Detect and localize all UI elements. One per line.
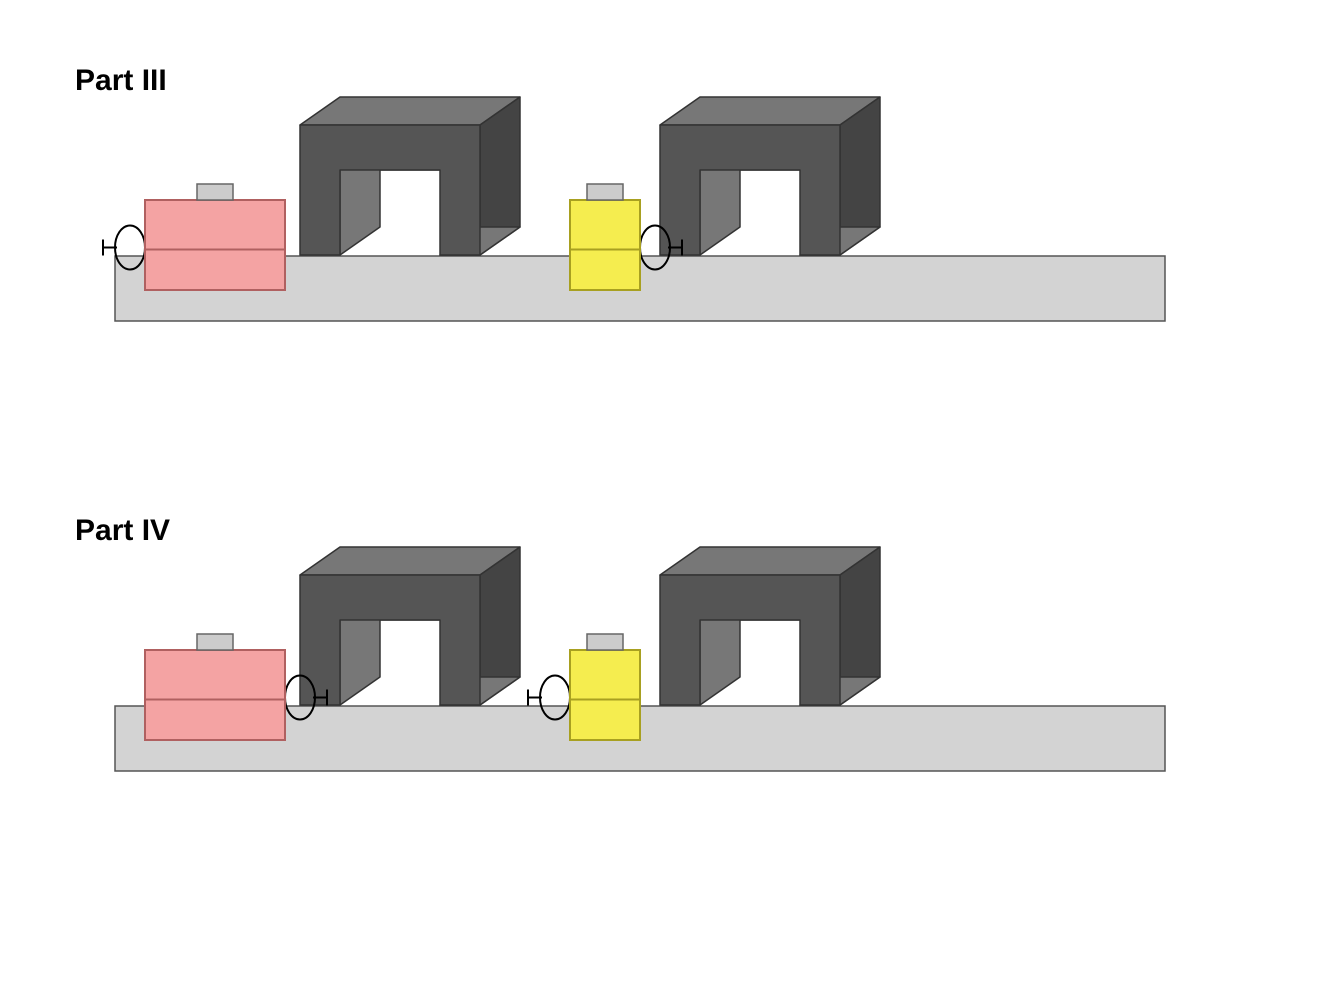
scene bbox=[103, 97, 1165, 321]
section-title: Part IV bbox=[75, 514, 170, 547]
gate bbox=[300, 547, 520, 705]
scene bbox=[115, 547, 1165, 771]
gate bbox=[660, 97, 880, 255]
gate bbox=[300, 97, 520, 255]
section-title: Part III bbox=[75, 64, 167, 97]
gate bbox=[660, 547, 880, 705]
